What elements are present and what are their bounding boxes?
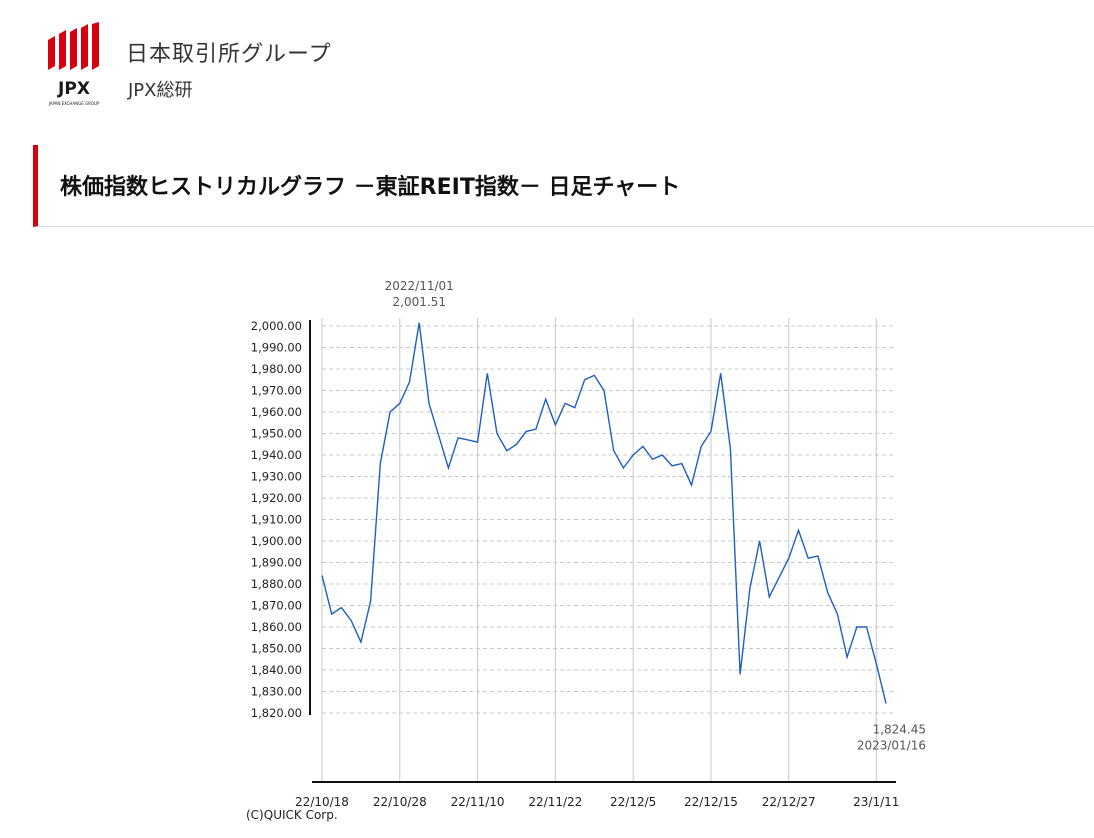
y-tick-label: 1,990.00 bbox=[251, 341, 302, 355]
y-tick-label: 1,840.00 bbox=[251, 663, 302, 677]
y-tick-label: 1,890.00 bbox=[251, 556, 302, 570]
y-tick-label: 1,860.00 bbox=[251, 620, 302, 634]
jpx-logo-mark: JPX JAPAN EXCHANGE GROUP bbox=[48, 22, 100, 106]
jpx-logo[interactable]: JPX JAPAN EXCHANGE GROUP bbox=[46, 22, 102, 114]
logo-text: JPX bbox=[57, 79, 90, 99]
y-tick-label: 2,000.00 bbox=[251, 319, 302, 333]
page-title-bar: 株価指数ヒストリカルグラフ －東証REIT指数－ 日足チャート bbox=[33, 145, 1094, 227]
y-tick-label: 1,830.00 bbox=[251, 685, 302, 699]
y-tick-label: 1,910.00 bbox=[251, 513, 302, 527]
site-header: JPX JAPAN EXCHANGE GROUP 日本取引所グループ JPX総研 bbox=[0, 0, 1094, 130]
series-line bbox=[321, 322, 887, 704]
y-tick-label: 1,960.00 bbox=[251, 405, 302, 419]
x-tick-label: 22/12/27 bbox=[762, 795, 816, 809]
x-tick-label: 23/1/11 bbox=[853, 795, 899, 809]
last-annotation-date: 2023/01/16 bbox=[857, 738, 926, 752]
y-tick-label: 1,880.00 bbox=[251, 577, 302, 591]
y-tick-label: 1,980.00 bbox=[251, 362, 302, 376]
x-tick-label: 22/12/15 bbox=[684, 795, 738, 809]
y-tick-label: 1,950.00 bbox=[251, 427, 302, 441]
x-tick-label: 22/12/5 bbox=[610, 795, 656, 809]
line-chart: 2,000.00 1,990.00 1,980.00 1,970.00 1,960.00… bbox=[251, 279, 926, 809]
brand-sub: JPX総研 bbox=[128, 80, 193, 101]
y-tick-label: 1,820.00 bbox=[251, 706, 302, 720]
copyright-text: (C)QUICK Corp. bbox=[246, 808, 338, 822]
y-tick-label: 1,920.00 bbox=[251, 491, 302, 505]
page-title: 株価指数ヒストリカルグラフ －東証REIT指数－ 日足チャート bbox=[60, 175, 681, 200]
y-tick-label: 1,900.00 bbox=[251, 534, 302, 548]
last-annotation-value: 1,824.45 bbox=[873, 722, 926, 736]
high-annotation-value: 2,001.51 bbox=[393, 295, 446, 309]
x-tick-label: 22/11/22 bbox=[528, 795, 582, 809]
y-tick-label: 1,930.00 bbox=[251, 470, 302, 484]
x-tick-label: 22/10/28 bbox=[373, 795, 427, 809]
y-tick-label: 1,970.00 bbox=[251, 384, 302, 398]
high-annotation-date: 2022/11/01 bbox=[385, 279, 454, 293]
chart-container: 2,000.00 1,990.00 1,980.00 1,970.00 1,960.00… bbox=[240, 270, 940, 838]
x-tick-label: 22/10/18 bbox=[295, 795, 349, 809]
logo-subtext: JAPAN EXCHANGE GROUP bbox=[48, 101, 100, 106]
y-tick-label: 1,940.00 bbox=[251, 448, 302, 462]
brand-name: 日本取引所グループ bbox=[126, 42, 332, 67]
y-tick-label: 1,870.00 bbox=[251, 599, 302, 613]
x-tick-label: 22/11/10 bbox=[451, 795, 505, 809]
y-tick-label: 1,850.00 bbox=[251, 642, 302, 656]
